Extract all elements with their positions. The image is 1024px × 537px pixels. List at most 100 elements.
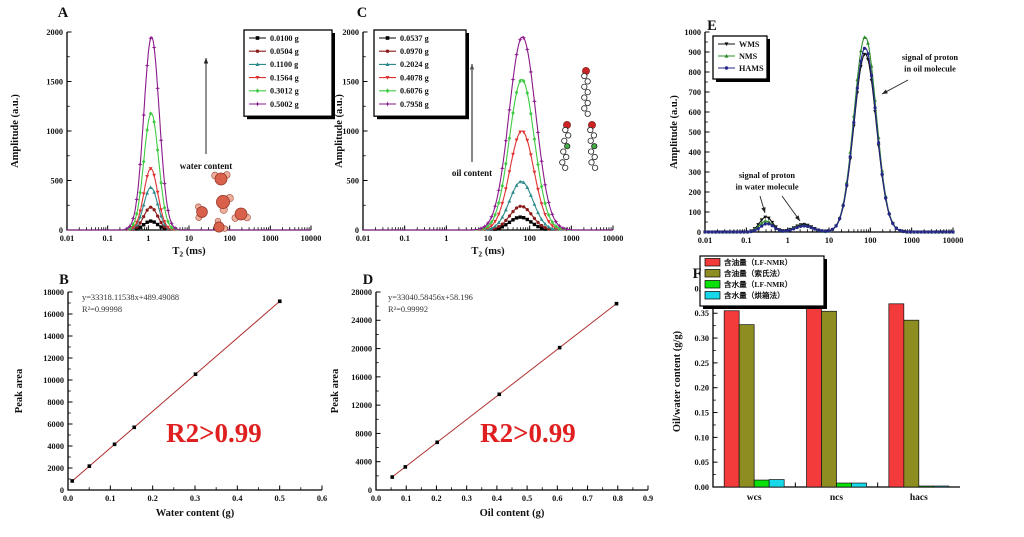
category-label: hacs xyxy=(910,493,928,503)
data-point xyxy=(497,392,502,397)
svg-text:0.01: 0.01 xyxy=(60,234,75,243)
chart-C: 0 500 1000 1500 2000 0.01 0.1 1 10 100 1000 10000 Am… xyxy=(334,5,624,259)
bar xyxy=(821,310,837,488)
svg-text:24000: 24000 xyxy=(351,316,372,325)
panel-label-B: B xyxy=(59,272,69,288)
x-axis-label: T2 (ms) xyxy=(471,246,505,259)
category-label: wcs xyxy=(747,493,762,503)
svg-text:0.01: 0.01 xyxy=(356,234,371,243)
legend-item-label: 0.3012 g xyxy=(270,87,300,96)
x-axis-label: Oil content (g) xyxy=(480,508,545,519)
svg-text:0: 0 xyxy=(59,226,63,235)
svg-text:8000: 8000 xyxy=(47,398,64,407)
svg-text:900: 900 xyxy=(689,48,701,57)
svg-text:0.05: 0.05 xyxy=(694,458,709,467)
svg-text:400: 400 xyxy=(689,148,701,157)
svg-text:6000: 6000 xyxy=(47,420,64,429)
svg-text:10000: 10000 xyxy=(43,376,64,385)
panel-label-E: E xyxy=(707,18,717,34)
panel-B: 0 2000 4000 6000 8000 10000 12000 14000 16000 180… xyxy=(6,264,340,534)
svg-text:14000: 14000 xyxy=(43,332,64,341)
svg-text:500: 500 xyxy=(347,176,359,185)
fit-r-squared: R²=0.99998 xyxy=(82,305,122,314)
legend: 0.0537 g 0.0970 g 0.2024 g 0.4078 g 0.6076 g… xyxy=(373,29,469,120)
svg-text:1500: 1500 xyxy=(342,77,359,86)
data-point xyxy=(614,301,619,306)
svg-text:0.3: 0.3 xyxy=(190,494,200,503)
chart-D: 0 4000 8000 12000 16000 20000 24000 28000 0.0 0.1… xyxy=(330,272,653,519)
panel-F: 0.000.050.100.150.200.250.300.350.40wcsn… xyxy=(672,252,1024,537)
legend-item-label: 0.0537 g xyxy=(400,34,430,43)
oil-proton-annotation: in oil molecule xyxy=(904,65,956,74)
svg-text:28000: 28000 xyxy=(351,288,372,297)
legend-item-label: NMS xyxy=(739,52,758,61)
svg-text:0: 0 xyxy=(355,226,359,235)
svg-text:1000: 1000 xyxy=(563,234,580,243)
svg-text:0.30: 0.30 xyxy=(694,334,709,343)
svg-text:0.1: 0.1 xyxy=(102,234,112,243)
svg-text:0.01: 0.01 xyxy=(698,236,713,245)
svg-text:0.3: 0.3 xyxy=(461,494,471,503)
svg-text:600: 600 xyxy=(689,108,701,117)
y-axis-label: Oil/water content (g/g) xyxy=(672,330,683,432)
series-0.1564 g xyxy=(67,168,311,231)
svg-text:0.00: 0.00 xyxy=(694,483,709,492)
panel-E: 0 100 200 300 400 500 600 700 800 900 1000 0.01 0.1 1… xyxy=(670,2,1024,254)
svg-text:1000: 1000 xyxy=(262,234,279,243)
r2-highlight: R2>0.99 xyxy=(480,418,576,448)
svg-text:0: 0 xyxy=(368,486,372,495)
svg-text:0.20: 0.20 xyxy=(694,384,709,393)
data-point xyxy=(557,345,562,350)
svg-text:0.8: 0.8 xyxy=(613,494,623,503)
fit-equation: y=33318.11538x+489.49088 xyxy=(82,293,179,302)
oil-molecules-illustration xyxy=(559,67,599,171)
oil-content-annotation: oil content xyxy=(452,168,492,178)
x-axis-label: Water content (g) xyxy=(156,508,235,519)
legend-item-label: 含水量（烘箱法） xyxy=(724,290,785,300)
chart-E: 0 100 200 300 400 500 600 700 800 900 1000 0.01 0.1 1… xyxy=(670,18,964,245)
panel-label-F: F xyxy=(693,266,702,282)
bar xyxy=(918,485,935,488)
panel-D: 0 4000 8000 12000 16000 20000 24000 28000 0.0 0.1… xyxy=(330,264,678,534)
svg-text:1500: 1500 xyxy=(46,77,63,86)
svg-text:1000: 1000 xyxy=(903,236,920,245)
svg-text:2000: 2000 xyxy=(46,28,63,37)
svg-text:0.6: 0.6 xyxy=(552,494,562,503)
water-content-annotation: water content xyxy=(180,161,233,171)
data-point xyxy=(193,372,198,377)
panel-label-C: C xyxy=(357,5,367,21)
svg-text:1000: 1000 xyxy=(342,127,359,136)
series-0.3012 g xyxy=(67,112,311,231)
bar xyxy=(723,310,740,488)
legend-item-label: 0.1100 g xyxy=(270,60,299,69)
svg-text:0.0: 0.0 xyxy=(371,494,381,503)
svg-text:10000: 10000 xyxy=(943,236,964,245)
svg-text:100: 100 xyxy=(523,234,535,243)
panel-label-A: A xyxy=(58,5,69,21)
oil-proton-annotation: signal of proton xyxy=(902,53,958,62)
svg-text:100: 100 xyxy=(689,208,701,217)
series-0.4078 g xyxy=(363,130,613,231)
legend-item-label: WMS xyxy=(739,40,760,49)
fit-r-squared: R²=0.99992 xyxy=(388,305,428,314)
svg-text:1: 1 xyxy=(146,234,150,243)
series-0.1100 g xyxy=(67,186,311,231)
panel-C: 0 500 1000 1500 2000 0.01 0.1 1 10 100 1000 10000 Am… xyxy=(334,2,674,264)
svg-text:10000: 10000 xyxy=(301,234,322,243)
data-point xyxy=(390,475,395,479)
bar xyxy=(836,482,852,488)
legend: 含油量（LF-NMR）含油量（索氏法）含水量（LF-NMR）含水量（烘箱法） xyxy=(699,255,827,309)
legend-item-label: 0.5002 g xyxy=(270,100,300,109)
svg-text:0.2: 0.2 xyxy=(147,494,157,503)
legend-item-label: 0.0504 g xyxy=(270,47,300,56)
svg-text:100: 100 xyxy=(864,236,876,245)
svg-text:10000: 10000 xyxy=(603,234,624,243)
data-point xyxy=(112,442,117,447)
svg-text:10: 10 xyxy=(825,236,833,245)
fit-equation: y=33040.58456x+58.196 xyxy=(388,293,473,302)
svg-text:800: 800 xyxy=(689,68,701,77)
svg-text:12000: 12000 xyxy=(351,401,372,410)
data-point xyxy=(70,479,75,483)
r2-highlight: R2>0.99 xyxy=(166,418,262,448)
